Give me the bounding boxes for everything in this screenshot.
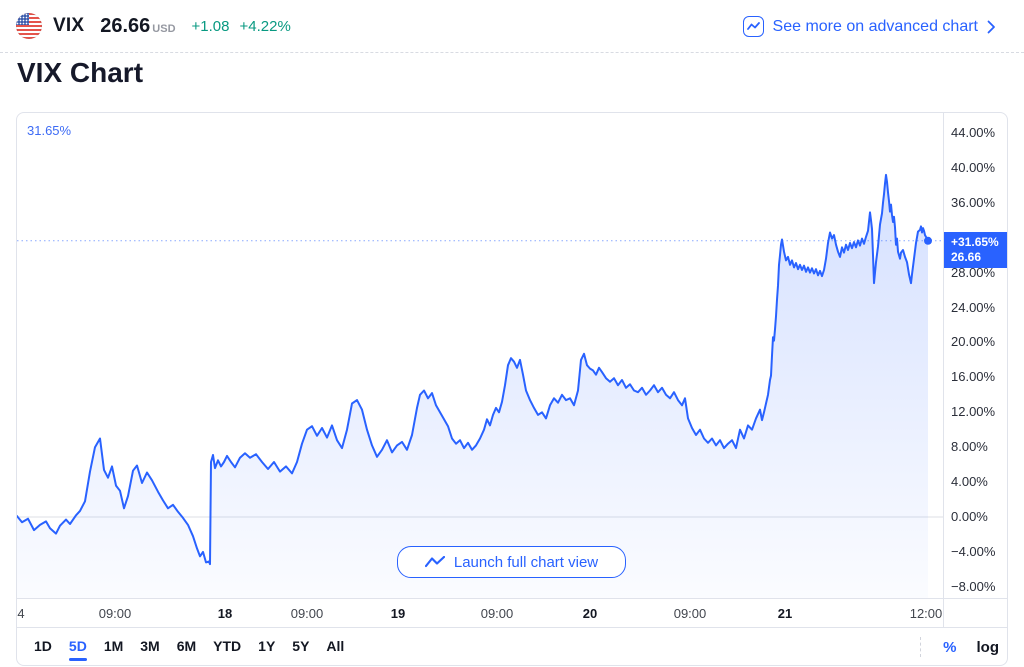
range-button-1y[interactable]: 1Y xyxy=(258,638,276,654)
price-axis-tick: 24.00% xyxy=(951,299,996,315)
price-axis-separator xyxy=(943,113,944,628)
price-axis-tick: 20.00% xyxy=(951,334,996,350)
current-price-badge: +31.65% 26.66 xyxy=(944,231,1007,268)
price-axis-tick: 36.00% xyxy=(951,194,996,210)
range-button-3m[interactable]: 3M xyxy=(140,638,160,654)
time-axis-tick: 19 xyxy=(390,606,406,621)
currency-label: USD xyxy=(152,22,176,35)
price-axis-tick: 40.00% xyxy=(951,159,996,175)
price-axis-tick: 28.00% xyxy=(951,264,996,280)
range-button-5y[interactable]: 5Y xyxy=(292,638,310,654)
time-axis-tick: 12:00 xyxy=(909,606,943,621)
range-toolbar: 1D 5D 1M 3M 6M YTD 1Y 5Y All xyxy=(17,629,1007,665)
price-chart-plot[interactable] xyxy=(17,113,943,598)
session-change-label: 31.65% xyxy=(27,123,72,138)
price-axis-tick: 4.00% xyxy=(951,474,988,490)
last-price-dot xyxy=(924,236,932,245)
time-axis[interactable]: 4 09:00 18 09:00 19 09:00 20 09:00 21 12:00 xyxy=(17,598,1007,628)
badge-percent: +31.65% xyxy=(951,234,999,249)
price-axis-tick: 12.00% xyxy=(951,404,996,420)
launch-full-chart-button[interactable]: Launch full chart view xyxy=(397,546,626,578)
range-button-ytd[interactable]: YTD xyxy=(213,638,242,654)
toolbar-divider xyxy=(920,637,922,657)
time-axis-tick: 09:00 xyxy=(480,606,514,621)
price-axis-tick: 44.00% xyxy=(951,125,996,140)
last-price: 26.66 xyxy=(100,14,151,37)
time-axis-tick: 09:00 xyxy=(290,606,324,621)
page-title: VIX Chart xyxy=(17,57,144,88)
range-button-6m[interactable]: 6M xyxy=(176,638,197,654)
price-axis-tick: 8.00% xyxy=(951,439,988,455)
badge-price: 26.66 xyxy=(951,249,982,264)
range-button-5d[interactable]: 5D xyxy=(68,636,87,661)
percent-scale-toggle[interactable]: % xyxy=(943,638,957,656)
price-change-percent: +4.22% xyxy=(239,17,291,35)
chart-line-icon xyxy=(742,16,764,37)
scale-toggle-group: % log xyxy=(920,629,999,665)
range-button-1m[interactable]: 1M xyxy=(103,638,124,654)
symbol-ticker: VIX xyxy=(53,15,85,36)
price-axis-tick: 0.00% xyxy=(951,509,988,524)
chevron-right-icon xyxy=(987,20,995,33)
launch-button-label: Launch full chart view xyxy=(453,553,599,571)
time-axis-tick: 20 xyxy=(582,606,598,621)
time-axis-tick: 09:00 xyxy=(98,606,132,621)
price-line xyxy=(17,173,929,566)
price-axis-tick: 16.00% xyxy=(951,369,996,385)
range-button-1d[interactable]: 1D xyxy=(34,638,52,654)
chart-widget: 31.65% 44.00% 40.00% 36.00% 28.00% 24.00% 20.… xyxy=(16,112,1008,666)
time-axis-tick: 18 xyxy=(217,606,233,621)
see-more-label: See more on advanced chart xyxy=(772,17,978,35)
log-scale-toggle[interactable]: log xyxy=(976,638,1000,656)
see-more-advanced-chart-link[interactable]: See more on advanced chart xyxy=(742,0,996,53)
time-axis-tick: 4 xyxy=(17,606,25,621)
us-flag-icon xyxy=(16,13,42,39)
symbol-header: VIX 26.66 USD +1.08 +4.22% See more on a… xyxy=(0,0,1024,53)
price-axis-tick: −4.00% xyxy=(951,543,996,559)
price-change: +1.08 xyxy=(191,17,230,35)
price-axis-tick: −8.00% xyxy=(951,578,996,594)
price-group: 26.66 USD xyxy=(100,15,175,38)
area-fill xyxy=(17,174,928,598)
range-button-all[interactable]: All xyxy=(326,638,345,654)
chart-zigzag-icon xyxy=(424,556,445,568)
time-axis-tick: 09:00 xyxy=(673,606,707,621)
time-axis-tick: 21 xyxy=(777,606,793,621)
